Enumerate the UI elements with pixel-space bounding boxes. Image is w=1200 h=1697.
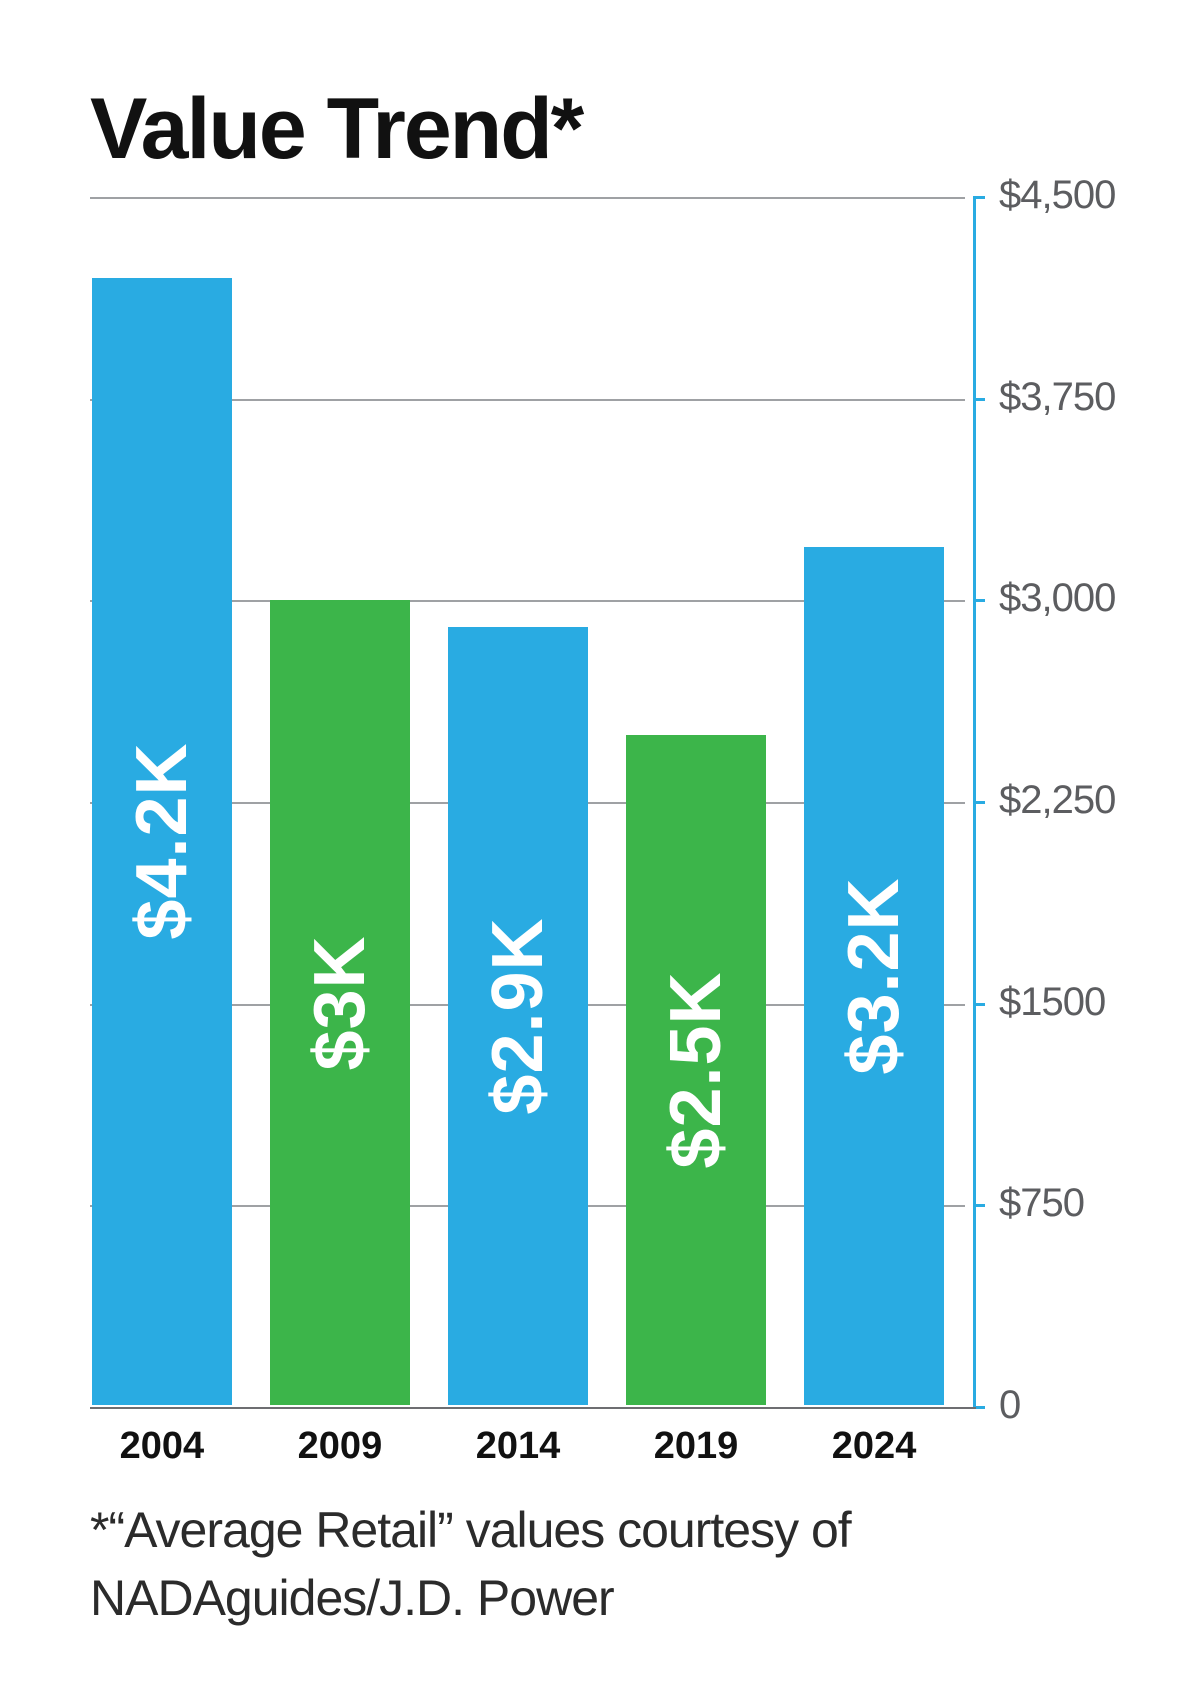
y-axis-tick-label: 0 <box>999 1383 1020 1428</box>
x-axis-tick-label: 2024 <box>832 1425 917 1468</box>
y-axis-tick-label: $2,250 <box>999 778 1115 823</box>
y-axis-tick <box>973 398 985 401</box>
chart-footnote: *“Average Retail” values courtesy of NAD… <box>90 1497 1140 1632</box>
x-axis-tick-label: 2009 <box>298 1425 383 1468</box>
bar: $4.2K <box>92 278 232 1405</box>
bar-value-label: $2.9K <box>477 918 559 1115</box>
bar-value-label: $3.2K <box>833 877 915 1074</box>
bar: $2.5K <box>626 735 766 1405</box>
chart-area: $4.2K $3K $2.9K $2.5K $3.2K 0 $750 $1500 $2,250… <box>90 197 1140 1487</box>
x-axis-tick-label: 2019 <box>654 1425 739 1468</box>
gridline <box>90 197 965 199</box>
bar: $3K <box>270 600 410 1405</box>
chart-plot: $4.2K $3K $2.9K $2.5K $3.2K <box>90 197 965 1407</box>
y-axis-tick <box>973 1003 985 1006</box>
x-axis-tick-label: 2004 <box>120 1425 205 1468</box>
chart-container: Value Trend* $4.2K $3K $2.9K $2.5K $3.2K 0 $7… <box>0 0 1200 1697</box>
bar-value-label: $3K <box>299 935 381 1070</box>
y-axis-tick-label: $750 <box>999 1181 1084 1226</box>
bar-value-label: $4.2K <box>121 743 203 940</box>
bar-value-label: $2.5K <box>655 971 737 1168</box>
y-axis-tick-label: $3,750 <box>999 375 1115 420</box>
y-axis-tick <box>973 599 985 602</box>
x-axis-line <box>90 1407 976 1409</box>
y-axis-tick <box>973 1204 985 1207</box>
bar: $2.9K <box>448 627 588 1405</box>
y-axis-tick-label: $4,500 <box>999 173 1115 218</box>
chart-title: Value Trend* <box>90 80 1140 179</box>
y-axis-tick-label: $3,000 <box>999 576 1115 621</box>
y-axis-tick <box>973 196 985 199</box>
bar: $3.2K <box>804 547 944 1405</box>
y-axis-tick-label: $1500 <box>999 980 1105 1025</box>
y-axis-tick <box>973 801 985 804</box>
x-axis-tick-label: 2014 <box>476 1425 561 1468</box>
